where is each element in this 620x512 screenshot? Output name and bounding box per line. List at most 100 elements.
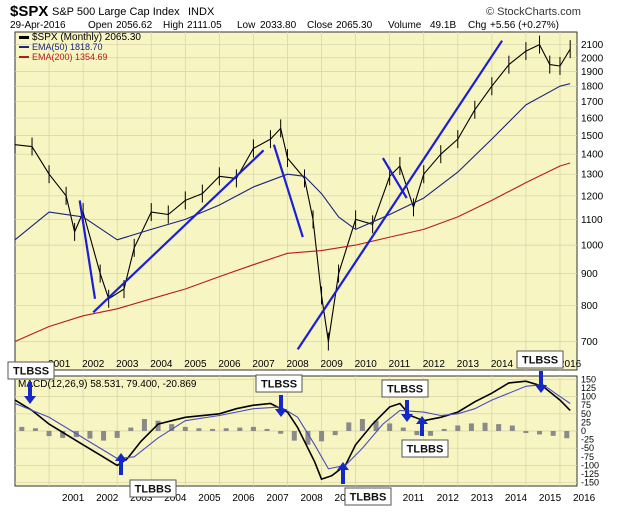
open-value: 2056.62 <box>116 20 153 31</box>
histogram-bar <box>509 425 515 431</box>
legend: $SPX (Monthly) 2065.30 EMA(50) 1818.70 E… <box>19 32 141 62</box>
symbol-title: $SPX <box>10 3 48 20</box>
price-y-tick: 1100 <box>581 215 603 226</box>
callout-label: TLBBS <box>135 484 172 496</box>
price-x-tick: 2001 <box>48 359 71 370</box>
callout-arrow-head <box>535 385 547 393</box>
histogram-bar <box>60 431 66 438</box>
macd-x-tick: 2003 <box>130 493 153 504</box>
macd-x-tick: 2014 <box>505 493 528 504</box>
legend-swatch-spx <box>19 36 29 39</box>
callout-box <box>401 439 449 458</box>
histogram-bar <box>210 428 216 431</box>
macd-y-tick: -50 <box>581 443 594 453</box>
callout-box <box>381 379 429 398</box>
macd-x-tick: 2013 <box>471 493 494 504</box>
price-x-tick: 2002 <box>82 359 105 370</box>
histogram-bar <box>468 423 474 431</box>
histogram-bar <box>196 428 202 431</box>
price-x-tick: 2008 <box>286 359 309 370</box>
chg-value: +5.56 (+0.27%) <box>490 20 559 31</box>
price-x-tick: 2012 <box>423 359 446 370</box>
ema200-line <box>14 162 571 343</box>
volume-value: 49.1B <box>430 20 456 31</box>
histogram-bar <box>455 425 461 431</box>
callout-arrow-head <box>24 396 36 404</box>
macd-y-tick: 75 <box>581 400 591 410</box>
high-value: 2111.05 <box>187 20 222 31</box>
histogram-bar <box>19 426 25 431</box>
low-value: 2033.80 <box>260 20 297 31</box>
macd-x-tick: 2006 <box>232 493 255 504</box>
macd-y-tick: 125 <box>581 383 596 393</box>
callout-box <box>129 479 177 498</box>
price-y-tick: 700 <box>581 337 598 348</box>
callout-label: TLBSS <box>261 379 297 391</box>
open-label: Open <box>88 20 112 31</box>
callout-label: TLBBS <box>350 492 387 504</box>
callout-box <box>7 361 55 380</box>
price-x-tick: 2003 <box>116 359 139 370</box>
histogram-bar <box>32 428 38 431</box>
price-y-tick: 1700 <box>581 97 604 108</box>
callout-box <box>344 487 392 506</box>
macd-x-tick: 2016 <box>573 493 596 504</box>
histogram-bar <box>101 431 107 441</box>
price-y-axis: 700 800 900 1000 1100 1200 1300 1400 1500 1600 170… <box>581 40 604 348</box>
price-y-tick: 1500 <box>581 131 604 142</box>
price-x-tick: 2005 <box>184 359 207 370</box>
callout-arrow-head <box>401 414 413 422</box>
price-x-tick: 2013 <box>457 359 480 370</box>
price-x-tick: 2007 <box>252 359 275 370</box>
price-x-tick: 2009 <box>321 359 344 370</box>
histogram-bar <box>441 428 447 431</box>
ema50-line <box>14 83 571 241</box>
macd-y-tick: -125 <box>581 469 599 479</box>
price-y-tick: 1200 <box>581 191 604 202</box>
price-y-tick: 1800 <box>581 82 604 93</box>
callout-box <box>516 350 564 369</box>
histogram-bar <box>564 431 570 439</box>
macd-x-tick: 2007 <box>266 493 289 504</box>
price-y-tick: 1600 <box>581 114 604 125</box>
index-name: S&P 500 Large Cap Index <box>52 6 180 18</box>
macd-y-tick: -25 <box>581 435 594 445</box>
price-panel <box>14 31 578 371</box>
macd-x-tick: 2011 <box>403 493 425 504</box>
price-x-axis: 2001 2002 2003 2004 2005 2006 2007 2008 2009 2010… <box>48 359 582 370</box>
macd-line <box>14 380 571 481</box>
histogram-bar <box>400 427 406 431</box>
histogram-bar <box>114 431 120 438</box>
macd-y-tick: -75 <box>581 452 594 462</box>
macd-x-tick: 2008 <box>300 493 323 504</box>
histogram-bar <box>414 431 420 436</box>
histogram-bar <box>537 431 543 435</box>
price-x-tick: 2011 <box>389 359 411 370</box>
histogram-bar <box>291 431 297 441</box>
volume-label: Volume <box>388 20 422 31</box>
price-series <box>14 35 571 351</box>
signal-callouts: TLBSS TLBBS TLBSS TLBBS TLBSS TLBBS TLBSS <box>7 350 564 506</box>
close-label: Close <box>307 20 333 31</box>
histogram-bar <box>359 418 365 431</box>
macd-x-tick: 2012 <box>437 493 460 504</box>
price-y-tick: 1000 <box>581 241 604 252</box>
price-y-tick: 2000 <box>581 53 604 64</box>
price-y-tick: 900 <box>581 269 598 280</box>
price-y-tick: 1300 <box>581 170 604 181</box>
macd-y-tick: 100 <box>581 392 596 402</box>
macd-x-tick: 2002 <box>96 493 119 504</box>
callout-arrow-head <box>115 453 127 461</box>
macd-x-tick: 2005 <box>198 493 221 504</box>
price-x-tick: 2016 <box>559 359 582 370</box>
callout-arrow-head <box>416 416 428 424</box>
macd-y-tick: -100 <box>581 460 599 470</box>
price-y-tick: 2100 <box>581 40 604 51</box>
price-grid <box>15 32 577 370</box>
histogram-bar <box>250 426 256 431</box>
macd-label: MACD(12,26,9) 58.531, 79.400, -20.869 <box>18 379 197 390</box>
callout-label: TLBBS <box>407 444 444 456</box>
macd-series <box>14 380 571 481</box>
chart-date: 29-Apr-2016 <box>10 20 66 31</box>
